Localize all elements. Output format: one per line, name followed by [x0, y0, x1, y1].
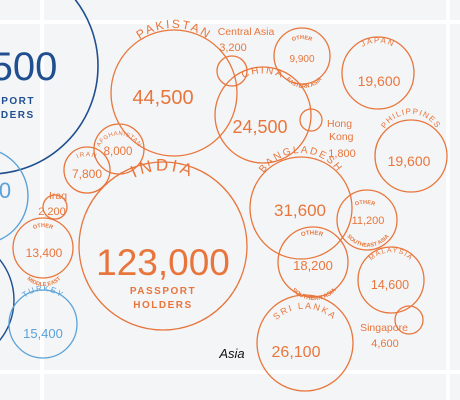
- bubble-china-value: 24,500: [232, 117, 287, 137]
- central-asia-value: 3,200: [219, 42, 247, 54]
- hong-kong-label-1: Hong: [327, 118, 352, 130]
- large-blue-bubble: [0, 0, 99, 175]
- bubble-china-label: CHINA: [240, 65, 284, 81]
- singapore-value: 4,600: [371, 338, 399, 350]
- bubble-sri-lanka: [256, 294, 354, 392]
- bubble-iran-label: IRAN: [76, 151, 98, 160]
- bubble-bangladesh-value: 31,600: [274, 201, 326, 220]
- bubble-india-sub1: PASSPORT: [130, 286, 196, 297]
- large-blue-bubble-sub2: LDERS: [0, 110, 35, 121]
- bubble-other-eastern-asia-label-top: OTHER: [291, 35, 313, 43]
- bubble-afghanistan: [93, 123, 145, 175]
- bubble-philippines: [374, 119, 448, 193]
- bubble-japan-value: 19,600: [358, 73, 401, 89]
- light-blue-bubble-value: 0: [0, 178, 11, 203]
- bubble-afghanistan-value: 8,000: [104, 146, 133, 158]
- bubble-pakistan-value: 44,500: [132, 87, 193, 109]
- bubble-other-southeast-asia-value: 11,200: [352, 215, 385, 227]
- bubble-iran-value: 7,800: [72, 167, 102, 181]
- left-cut-region: 500 SPORT LDERS 0 TURKEY 15,400: [0, 0, 99, 359]
- bubble-malaysia: [357, 246, 425, 314]
- bubble-iraq: [42, 194, 68, 220]
- svg-text:JAPAN: JAPAN: [359, 36, 396, 49]
- bubble-philippines-value: 19,600: [388, 153, 431, 169]
- bubble-other-eastern-asia: [273, 27, 331, 85]
- bubble-singapore: [394, 305, 424, 335]
- dark-blue-bubble-lower: [0, 258, 15, 342]
- hong-kong-label-2: Kong: [329, 131, 354, 143]
- light-blue-bubble: [0, 151, 29, 241]
- bubble-malaysia-value: 14,600: [371, 278, 409, 292]
- bubble-china: [214, 66, 312, 164]
- bubble-iran: [63, 146, 111, 194]
- bubble-pakistan: [110, 29, 238, 157]
- singapore-label: Singapore: [360, 322, 408, 334]
- bubble-other-middle-east-value: 13,400: [26, 246, 63, 260]
- svg-text:IRAN: IRAN: [76, 151, 99, 160]
- bubble-turkey-value: 15,400: [23, 326, 63, 341]
- bubble-other-southern-asia-label-top: OTHER: [300, 231, 324, 239]
- bubble-india-value: 123,000: [96, 242, 230, 283]
- iraq-value: 2,200: [38, 206, 66, 218]
- svg-text:OTHER: OTHER: [32, 223, 54, 231]
- svg-text:OTHER: OTHER: [354, 200, 375, 208]
- bubble-other-southeast-asia-label-top: OTHER: [354, 200, 375, 208]
- svg-text:CHINA: CHINA: [240, 65, 286, 81]
- region-label-asia: Asia: [218, 346, 244, 361]
- svg-text:OTHER: OTHER: [291, 35, 313, 43]
- bubble-other-southeast-asia: [336, 189, 398, 251]
- bubble-india: [78, 161, 248, 331]
- iraq-label: Iraq: [49, 190, 67, 202]
- bubble-japan-label: JAPAN: [359, 36, 395, 49]
- bubble-other-southern-asia: [277, 226, 349, 298]
- bubble-other-southern-asia-value: 18,200: [293, 258, 333, 273]
- bubble-other-middle-east-label-top: OTHER: [32, 223, 54, 231]
- bubble-sri-lanka-value: 26,100: [272, 344, 321, 361]
- svg-text:OTHER: OTHER: [300, 231, 324, 239]
- bubble-central-asia: [216, 55, 248, 87]
- hong-kong-value: 1,800: [328, 148, 356, 160]
- central-asia-label: Central Asia: [218, 26, 275, 38]
- large-blue-bubble-sub1: SPORT: [0, 96, 35, 107]
- bubble-japan: [341, 36, 415, 110]
- bubble-other-eastern-asia-value: 9,900: [289, 54, 314, 65]
- bubble-other-middle-east: [12, 217, 74, 279]
- bubble-hong-kong: [299, 108, 323, 132]
- bubble-bangladesh: [249, 156, 353, 260]
- bubble-turkey: [8, 289, 78, 359]
- asia-bubbles: [12, 27, 448, 392]
- large-blue-bubble-value: 500: [0, 45, 57, 89]
- bubble-india-sub2: HOLDERS: [133, 300, 192, 311]
